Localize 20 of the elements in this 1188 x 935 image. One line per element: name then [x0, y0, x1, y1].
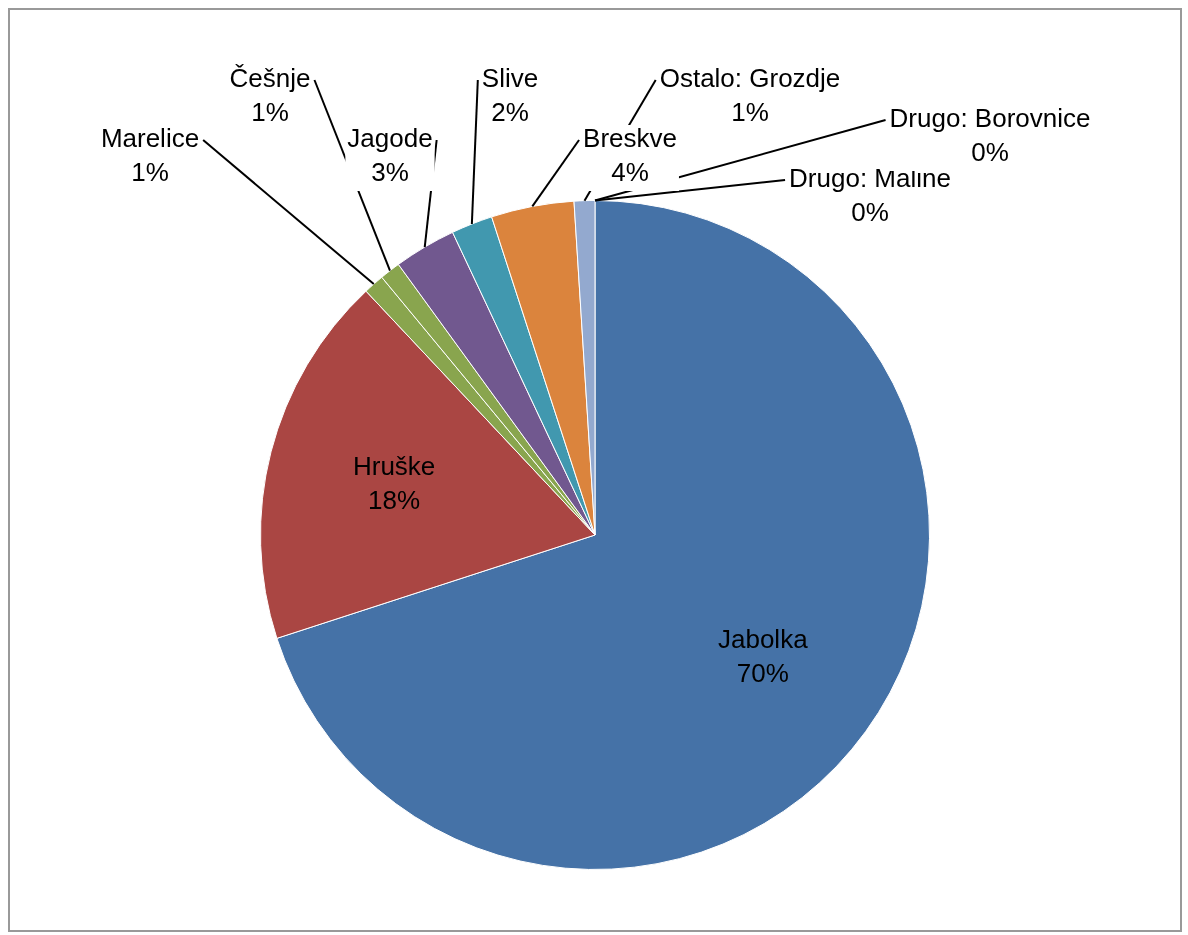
data-label: 1%: [731, 97, 769, 128]
slice-label: Ostalo: Grozdje: [659, 63, 841, 94]
text: 0%: [971, 137, 1009, 168]
data-label: 70%: [736, 658, 789, 689]
data-label: 3%: [371, 157, 409, 188]
data-label: 4%: [611, 157, 649, 188]
slice-label: Marelice: [100, 123, 200, 154]
slice-label: Breskve: [583, 123, 677, 154]
slice-label: Hruške: [352, 450, 436, 481]
slice-label: Jabolka: [717, 624, 809, 655]
slice-label: Češnje: [229, 63, 311, 94]
data-label: 2%: [491, 97, 529, 128]
text: 0%: [851, 197, 889, 228]
category-label: Drugo: Borovnice: [889, 103, 1091, 134]
slice-label: Jagode: [347, 123, 433, 154]
slice-label: Slive: [481, 63, 539, 94]
data-label: 1%: [131, 157, 169, 188]
data-label: 18%: [368, 484, 421, 515]
category-label: Drugo: Maline: [789, 163, 951, 194]
data-label: 1%: [251, 97, 289, 128]
